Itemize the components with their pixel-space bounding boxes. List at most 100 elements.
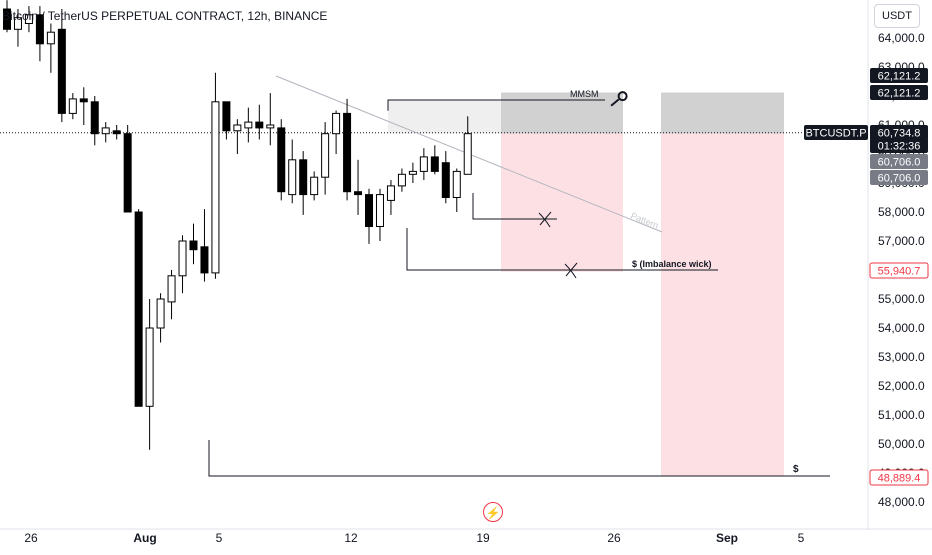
candle [233,119,242,154]
candle-body [90,101,99,135]
candle-body [321,133,330,178]
candle [57,9,66,123]
price-tag-bg [870,68,928,83]
currency-unit-button[interactable]: USDT [874,4,920,28]
time-tick-label: 5 [798,531,805,545]
key-icon [610,91,628,107]
candle [90,96,99,146]
candles-layer [3,0,472,450]
range-box [388,100,501,134]
price-tag: 62,121.2 [870,68,928,83]
price-tag-bg [870,125,928,140]
price-tick-label: 57,000.0 [878,234,925,248]
price-tag-text: 60,706.0 [878,157,921,169]
price-tag: 48,889.4 [869,469,929,486]
candle [68,93,77,120]
price-tag-text: 60,734.8 [878,128,921,140]
candle-body [441,162,450,198]
candle [419,148,428,181]
bottom-line[interactable] [208,440,830,477]
candle-body [79,98,88,103]
price-tick-label: 52,000.0 [878,379,925,393]
sweep-mark-1 [538,211,552,228]
candle [397,168,406,192]
time-tick-label: Sep [716,531,738,545]
mmsm-line[interactable] [387,99,605,111]
candle-body [101,127,110,135]
candle-body [46,31,55,45]
candle-body [266,124,275,129]
candle [46,23,55,73]
price-tag-text: 62,121.2 [878,88,921,100]
price-tick-label: 55,000.0 [878,292,925,306]
candle [343,98,352,201]
price-tick-label: 48,000.0 [878,495,925,509]
price-tag-bg [870,138,928,153]
candle [101,122,110,143]
price-tag-bg [869,262,929,279]
candle [321,122,330,195]
candle [375,188,384,241]
candle [463,116,472,175]
candle-body [68,98,77,114]
price-tag-text: 48,889.4 [878,473,921,485]
key-icon-shaft [610,98,620,107]
candle [408,162,417,183]
price-tag: 60,734.8 [870,125,928,140]
candle-body [112,130,121,135]
time-tick-label: 26 [24,531,38,545]
candle-body [299,159,308,196]
price-tick-label: 64,000.0 [878,31,925,45]
time-tick-label: 12 [344,531,358,545]
candle-body [365,194,374,228]
price-tag-bg [870,170,928,185]
price-tag: BTCUSDT.P [804,125,868,140]
candle-body [452,170,461,198]
candle-body [13,17,22,30]
target-zone-1[interactable] [501,92,623,134]
candle-body [3,8,11,30]
low-line[interactable] [472,193,557,220]
candle [178,235,187,294]
lightning-icon[interactable]: ⚡ [483,502,503,522]
candle [24,6,33,33]
time-tick-label: 19 [476,531,490,545]
candle [386,180,395,215]
stop-zone-1[interactable] [501,133,623,272]
candle-body [134,211,143,407]
candle [3,0,11,33]
candle [441,151,450,204]
candle-body [57,28,66,114]
candle [13,9,22,47]
candle [310,171,319,201]
target-zone-2[interactable] [661,92,784,134]
candle [145,299,154,450]
mmsm-label: MMSM [570,89,599,99]
candle [365,188,374,244]
candle-body [211,101,220,274]
sweep-mark-2 [564,262,578,279]
price-tag-bg [870,154,928,169]
time-tick-label: 26 [607,531,621,545]
candle [79,87,88,125]
candle-body [386,185,395,201]
price-tag-bg [869,469,929,486]
candle [430,145,439,175]
stop-zone-2[interactable] [661,133,784,477]
candle [123,125,132,213]
candle-body [343,112,352,193]
price-tag: 60,706.0 [870,154,928,169]
candle-body [375,194,384,228]
candle-body [156,298,165,329]
bottom-liquidity-label: $ [793,464,799,475]
candle [354,159,363,215]
imbalance-line[interactable] [406,228,718,271]
time-tick-label: Aug [133,531,156,545]
price-tag: 60,706.0 [870,170,928,185]
candle [332,110,341,154]
candle-body [222,101,231,132]
candle-body [35,14,44,45]
price-tick-label: 53,000.0 [878,350,925,364]
